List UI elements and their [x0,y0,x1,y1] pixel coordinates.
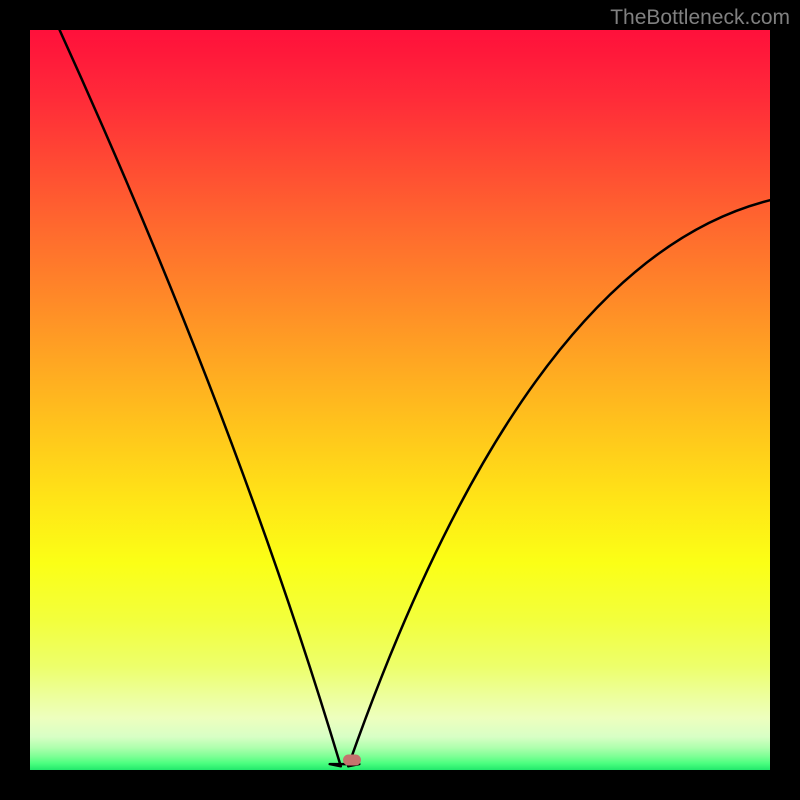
minimum-marker [343,755,361,766]
watermark-text: TheBottleneck.com [610,6,790,30]
plot-area [30,30,770,770]
bottleneck-curve [30,30,770,770]
